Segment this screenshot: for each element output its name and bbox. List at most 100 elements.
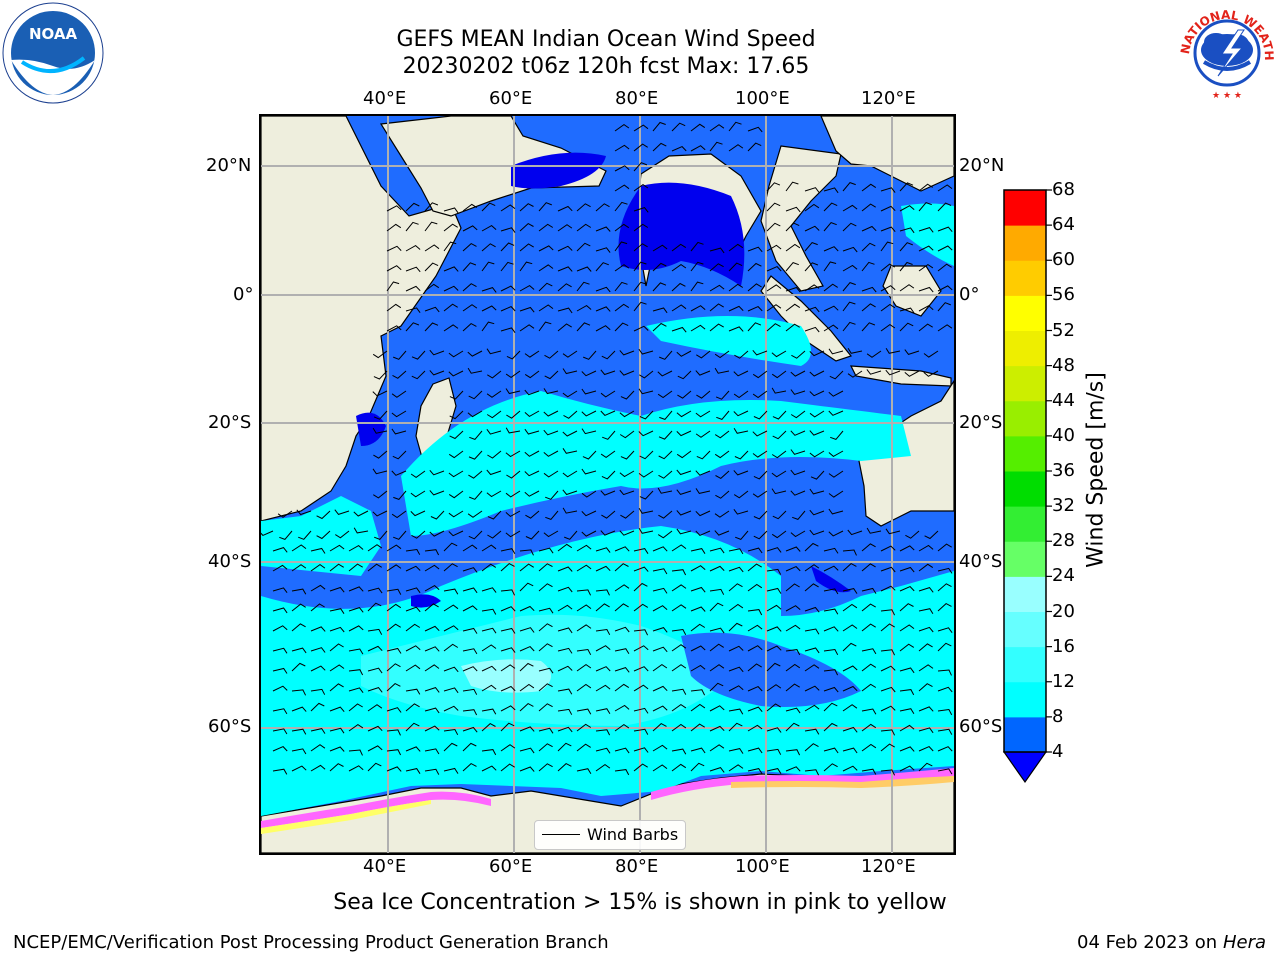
wind-barb <box>809 350 825 357</box>
wind-barb <box>861 183 877 192</box>
wind-barb <box>633 763 648 772</box>
wind-barb <box>733 427 749 434</box>
wind-barb <box>576 544 592 552</box>
wind-barb <box>828 390 844 397</box>
wind-barb <box>310 626 326 632</box>
wind-barb <box>329 643 344 652</box>
wind-barb <box>525 510 540 519</box>
wind-barb <box>581 410 597 417</box>
wind-barb <box>785 749 801 756</box>
wind-barb <box>595 547 611 553</box>
wind-barb <box>676 510 692 516</box>
wind-barb <box>272 625 288 632</box>
wind-barb <box>709 547 725 554</box>
wind-barb <box>272 587 288 593</box>
wind-barb <box>519 306 535 313</box>
wind-barb <box>367 587 383 594</box>
wind-barb <box>538 282 553 292</box>
wind-barb <box>690 747 706 754</box>
wind-barb <box>830 430 844 440</box>
wind-barb <box>500 285 516 292</box>
wind-barbs <box>261 121 953 776</box>
lat-label-left-20s: 20°S <box>208 412 252 433</box>
wind-barb <box>405 266 421 273</box>
band-4-8-patch <box>681 632 861 707</box>
map-panel[interactable]: Wind Barbs <box>259 114 956 855</box>
wind-barb <box>829 370 844 380</box>
wind-barb <box>899 586 915 592</box>
wind-barb <box>639 370 654 379</box>
wind-barb <box>448 490 464 499</box>
wind-barb <box>500 647 516 653</box>
wind-barb <box>500 606 516 612</box>
wind-barb <box>424 625 440 632</box>
wind-barb <box>448 470 464 478</box>
wind-barb <box>690 723 705 732</box>
map-legend: Wind Barbs <box>534 820 686 850</box>
wind-barb <box>823 763 838 772</box>
wind-barb <box>581 428 597 435</box>
colorbar-tick-label: 44 <box>1052 389 1075 411</box>
lon-label-top-60e: 60°E <box>489 88 533 109</box>
wind-barb <box>752 390 768 399</box>
wind-barb <box>367 667 383 674</box>
wind-barb <box>714 350 730 359</box>
wind-barb <box>714 450 730 459</box>
wind-barb <box>880 566 896 573</box>
wind-barb <box>633 223 649 232</box>
wind-barb <box>334 509 350 515</box>
wind-barb <box>614 546 630 552</box>
wind-barb <box>310 702 325 712</box>
wind-barb <box>728 283 744 292</box>
wind-barb <box>411 530 426 539</box>
wind-barb <box>766 568 782 575</box>
wind-barb <box>766 684 782 692</box>
wind-barb <box>733 390 749 399</box>
wind-barb <box>792 510 806 520</box>
wind-barb <box>785 286 801 293</box>
wind-barb <box>899 545 915 552</box>
colorbar-tick-label: 36 <box>1052 460 1075 481</box>
wind-barb <box>790 469 806 476</box>
wind-barb <box>880 686 896 693</box>
wind-barb <box>505 370 521 379</box>
wind-barb <box>633 143 648 152</box>
wind-barb <box>728 121 742 132</box>
wind-barb <box>538 703 553 712</box>
wind-barb <box>659 410 673 420</box>
wind-barb <box>652 646 668 653</box>
wind-barb <box>595 565 611 572</box>
wind-barb <box>329 586 345 593</box>
wind-barb <box>348 765 364 772</box>
wind-barb <box>424 283 440 292</box>
colorbar-segment <box>1004 716 1046 753</box>
wind-barb <box>918 563 934 572</box>
wind-barb <box>486 469 502 476</box>
colorbar-label: Wind Speed [m/s] <box>1083 372 1109 568</box>
lon-label-top-120e: 120°E <box>861 88 916 109</box>
wind-barb <box>766 587 782 594</box>
wind-barb <box>373 490 388 499</box>
wind-barb <box>633 207 649 213</box>
wind-barb <box>601 350 616 360</box>
wind-barb <box>310 563 326 572</box>
wind-barb <box>842 704 858 712</box>
wind-barb <box>581 490 597 498</box>
wind-barb <box>448 510 464 518</box>
wind-barb <box>543 450 559 457</box>
wind-barb <box>614 747 630 754</box>
wind-barb <box>937 245 953 252</box>
wind-barb <box>842 588 858 594</box>
wind-barb <box>538 202 552 212</box>
noaa-logo: NOAA <box>2 2 104 104</box>
wind-barb <box>728 764 744 772</box>
wind-barb <box>638 348 654 355</box>
wind-barb <box>899 242 913 252</box>
colorbar-segment <box>1004 330 1046 367</box>
wind-barb <box>481 665 497 672</box>
wind-barb <box>785 663 801 672</box>
wind-barb <box>505 388 521 395</box>
wind-barb <box>424 244 440 252</box>
wind-barb <box>728 622 743 632</box>
wind-barb <box>291 706 307 712</box>
